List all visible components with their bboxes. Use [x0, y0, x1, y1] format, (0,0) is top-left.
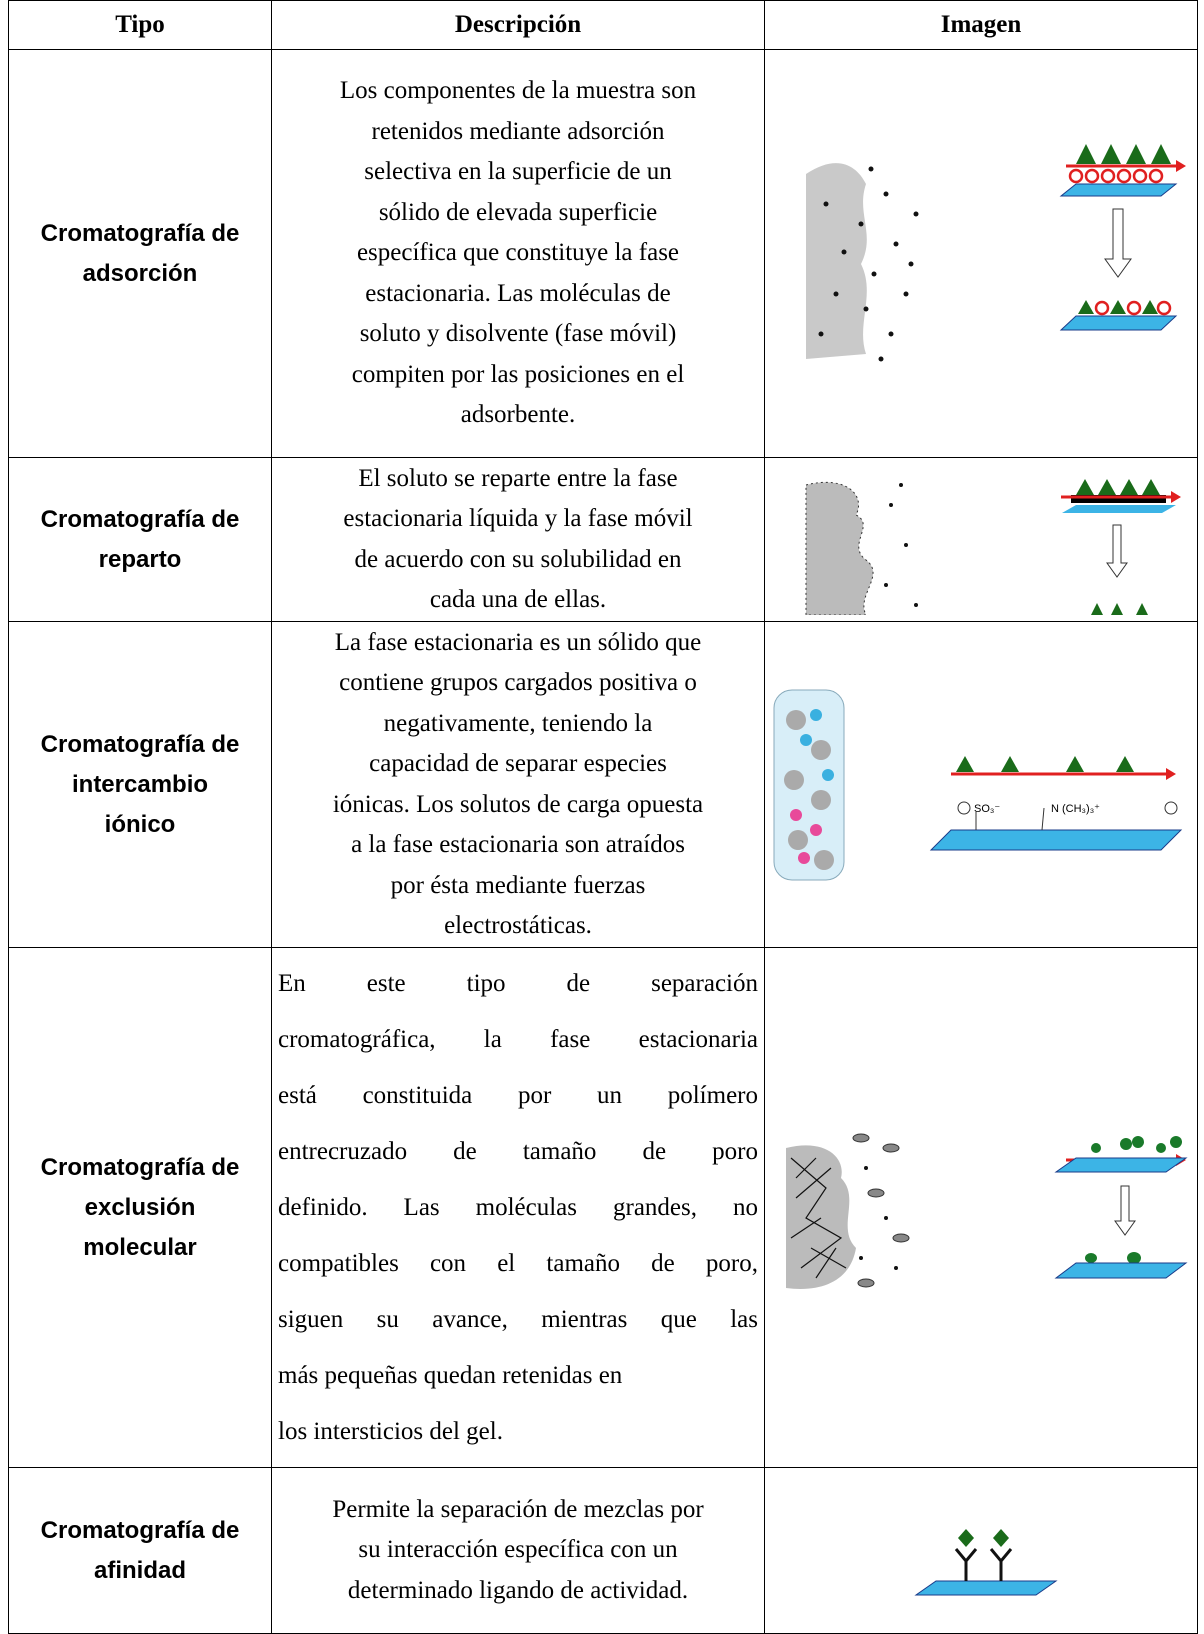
- row: Cromatografía de intercambio iónico La fas…: [8, 621, 1198, 948]
- partition-illustration: [805, 478, 1181, 615]
- type-line: molecular: [83, 1233, 197, 1261]
- image-cell: [764, 947, 1198, 1468]
- description-line: negativamente, teniendo la: [383, 709, 653, 737]
- type-line: intercambio: [71, 770, 209, 798]
- header-cell: Imagen: [764, 0, 1198, 50]
- type-cell: Cromatografía de exclusión molecular: [8, 947, 272, 1468]
- description-line: compatibles con el tamaño de poro,: [278, 1249, 758, 1277]
- type-line: Cromatografía de: [40, 1153, 240, 1181]
- description-line: En este tipo de separación: [278, 969, 758, 997]
- row: Cromatografía de exclusión molecular En es…: [8, 947, 1198, 1468]
- type-cell: Cromatografía de adsorción: [8, 49, 272, 458]
- image-cell: [764, 49, 1198, 458]
- adsorption-illustration: [806, 143, 1186, 361]
- description-line: Los componentes de la muestra son: [339, 77, 697, 105]
- ion-exchange-illustration: SO₃⁻ N (CH₃)₃⁺: [773, 689, 1183, 880]
- type-line: Cromatografía de: [40, 1516, 240, 1544]
- type-line: Cromatografía de: [40, 505, 240, 533]
- description-line: contiene grupos cargados positiva o: [339, 669, 697, 696]
- description-line: cada una de ellas.: [429, 586, 607, 613]
- affinity-illustration: [914, 1528, 1058, 1595]
- description-line: los intersticios del gel.: [278, 1417, 503, 1445]
- description-line: capacidad de separar especies: [369, 750, 667, 777]
- row: Cromatografía de adsorción Los componente…: [8, 49, 1198, 458]
- type-line: Cromatografía de: [40, 219, 240, 247]
- description-line: adsorbente.: [460, 401, 576, 429]
- size-exclusion-illustration: [786, 1133, 1188, 1289]
- description-line: compiten por las posiciones en el: [351, 360, 685, 388]
- type-cell: Cromatografía de intercambio iónico: [8, 621, 272, 948]
- description-line: determinado ligando de actividad.: [347, 1576, 689, 1604]
- description-line: su interacción específica con un: [358, 1536, 678, 1564]
- header-cell: Descripción: [271, 0, 765, 50]
- description-line: soluto y disolvente (fase móvil): [359, 320, 677, 348]
- description-line: selectiva en la superficie de un: [364, 158, 672, 186]
- type-line: Cromatografía de: [40, 730, 240, 758]
- description-line: estacionaria líquida y la fase móvil: [343, 505, 693, 532]
- description-line: estacionaria. Las moléculas de: [365, 279, 671, 307]
- type-line: exclusión: [84, 1193, 196, 1221]
- description-line: entrecruzado de tamaño de poro: [278, 1137, 758, 1165]
- description-cell: La fase estacionaria es un sólido que con…: [271, 621, 765, 948]
- type-cell: Cromatografía de reparto: [8, 457, 272, 622]
- description-line: está constituida por un polímero: [278, 1081, 758, 1109]
- description-line: definido. Las moléculas grandes, no: [278, 1193, 758, 1221]
- type-line: adsorción: [82, 259, 198, 287]
- image-label: SO₃⁻: [974, 803, 1000, 815]
- type-line: iónico: [104, 810, 176, 838]
- description-cell: Los componentes de la muestra son retenid…: [271, 49, 765, 458]
- type-line: reparto: [98, 545, 182, 573]
- description-line: cromatográfica, la fase estacionaria: [278, 1025, 758, 1053]
- type-cell: Cromatografía de afinidad: [8, 1467, 272, 1634]
- description-cell: El soluto se reparte entre la fase estaci…: [271, 457, 765, 622]
- image-cell: SO₃⁻ N (CH₃)₃⁺: [764, 621, 1198, 948]
- description-line: iónicas. Los solutos de carga opuesta: [332, 790, 704, 818]
- description-line: específica que constituye la fase: [356, 239, 680, 267]
- description-line: Permite la separación de mezclas por: [332, 1495, 704, 1523]
- header-cell: Tipo: [8, 0, 272, 50]
- description-line: sólido de elevada superficie: [378, 198, 658, 226]
- image-label: N (CH₃)₃⁺: [1051, 803, 1100, 815]
- chromatography-table: Tipo Descripción Imagen Cromatografía de…: [8, 0, 1198, 1634]
- header-row: Tipo Descripción Imagen: [8, 0, 1198, 50]
- row: Cromatografía de reparto El soluto se rep…: [8, 457, 1198, 622]
- description-line: de acuerdo con su solubilidad en: [354, 545, 682, 573]
- description-line: La fase estacionaria es un sólido que: [334, 628, 702, 656]
- type-line: afinidad: [93, 1556, 186, 1584]
- description-line: retenidos mediante adsorción: [371, 117, 665, 145]
- description-cell: En este tipo de separación cromatográfica…: [271, 947, 765, 1468]
- description-line: siguen su avance, mientras que las: [278, 1305, 758, 1333]
- description-line: más pequeñas quedan retenidas en: [278, 1361, 623, 1389]
- description-line: electrostáticas.: [444, 912, 592, 939]
- description-cell: Permite la separación de mezclas por su i…: [271, 1467, 765, 1634]
- image-cell: [764, 457, 1198, 622]
- description-line: a la fase estacionaria son atraídos: [351, 831, 685, 858]
- description-line: El soluto se reparte entre la fase: [358, 464, 678, 492]
- row: Cromatografía de afinidad Permite la sepa…: [8, 1467, 1198, 1634]
- description-line: por ésta mediante fuerzas: [390, 871, 646, 899]
- image-cell: [764, 1467, 1198, 1634]
